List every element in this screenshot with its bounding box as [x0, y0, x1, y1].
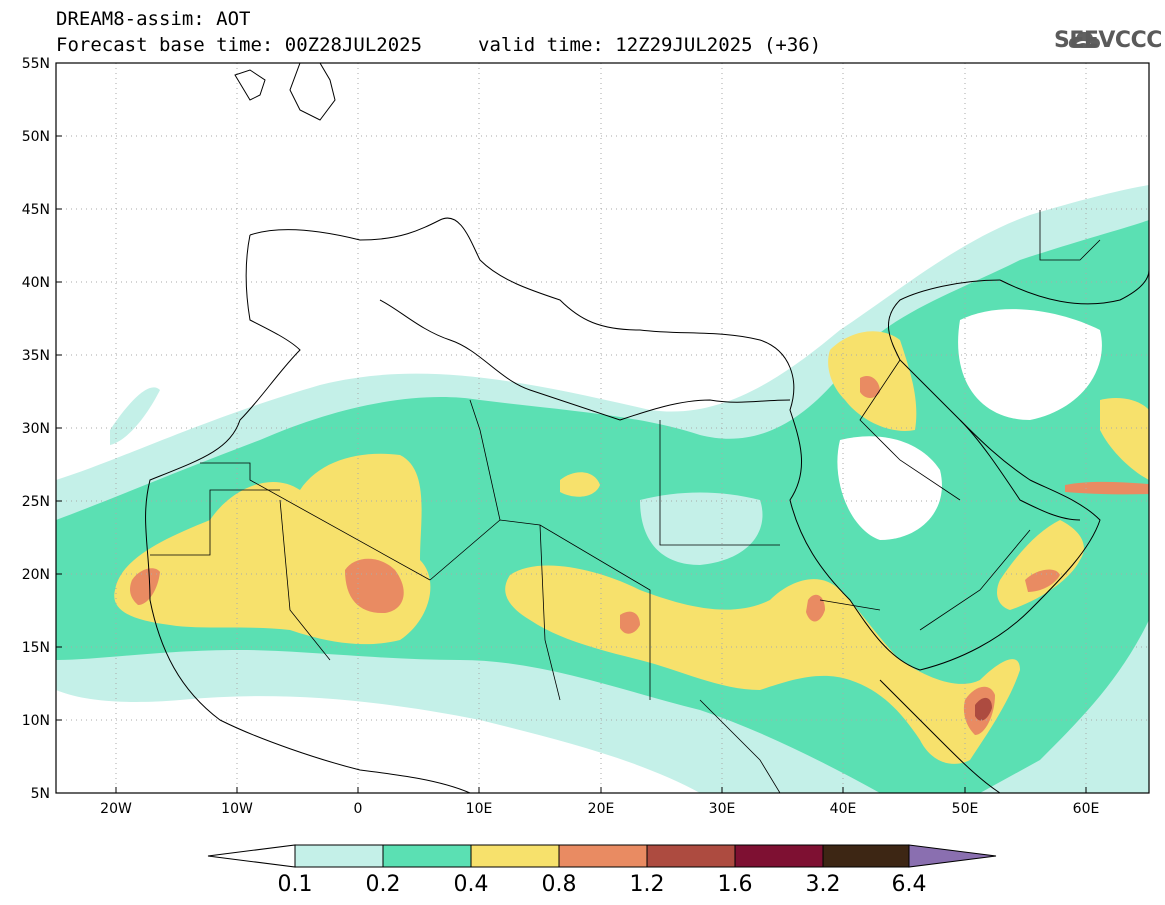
aot-band-0.8-mali	[345, 558, 404, 614]
aot-band-0.8-iraq	[860, 375, 880, 398]
lat-label: 50N	[22, 129, 50, 145]
lat-label: 20N	[22, 567, 50, 583]
lat-label: 55N	[22, 56, 50, 72]
aot-gap-egypt	[640, 492, 763, 565]
lat-label: 40N	[22, 275, 50, 291]
lat-label: 5N	[31, 786, 50, 802]
lat-label: 30N	[22, 421, 50, 437]
aot-band-0.8-mauritania	[130, 568, 160, 605]
country-borders	[150, 210, 1101, 793]
lon-label: 40E	[830, 801, 857, 817]
map-title: DREAM8-assim: AOT	[56, 8, 251, 30]
aot-band-0.4-oman	[997, 520, 1084, 610]
aot-band-0.8-chad	[620, 611, 640, 634]
lon-label: 20E	[588, 801, 615, 817]
lon-label: 10W	[221, 801, 253, 817]
lon-labels: 20W 10W 0 10E 20E 30E 40E 50E 60E	[100, 801, 1099, 817]
aot-band-0.8-oman	[1025, 569, 1060, 592]
coastlines	[145, 63, 1149, 793]
aot-band-0.1-sw	[110, 387, 160, 445]
lon-label: 60E	[1073, 801, 1100, 817]
aot-gap-arabia	[837, 436, 942, 540]
lat-label: 25N	[22, 494, 50, 510]
aot-field	[56, 185, 1149, 793]
lon-label: 20W	[100, 801, 132, 817]
lat-label: 35N	[22, 348, 50, 364]
lon-label: 30E	[709, 801, 736, 817]
forecast-base-time: Forecast base time: 00Z28JUL2025	[56, 34, 423, 56]
lon-label: 10E	[466, 801, 493, 817]
aot-band-0.8-ethiopia	[806, 594, 825, 622]
aot-band-0.4-pak	[1100, 398, 1149, 480]
axis-ticks	[56, 135, 1087, 793]
aot-band-0.8-gulf	[1065, 481, 1149, 495]
lat-label: 45N	[22, 202, 50, 218]
lat-label: 15N	[22, 640, 50, 656]
lat-labels: 55N 50N 45N 40N 35N 30N 25N 20N 15N 10N …	[22, 56, 50, 802]
valid-time: valid time: 12Z29JUL2025 (+36)	[478, 34, 822, 56]
lon-label: 50E	[952, 801, 979, 817]
logo-text: SEEVCCC	[1054, 28, 1162, 53]
aot-band-0.4-libya	[560, 472, 600, 497]
lat-label: 10N	[22, 713, 50, 729]
lon-label: 0	[354, 801, 363, 817]
aot-gap-iran	[958, 309, 1102, 420]
aot-band-1.2-yemen	[975, 697, 992, 721]
cloud-logo-icon	[1068, 31, 1100, 48]
